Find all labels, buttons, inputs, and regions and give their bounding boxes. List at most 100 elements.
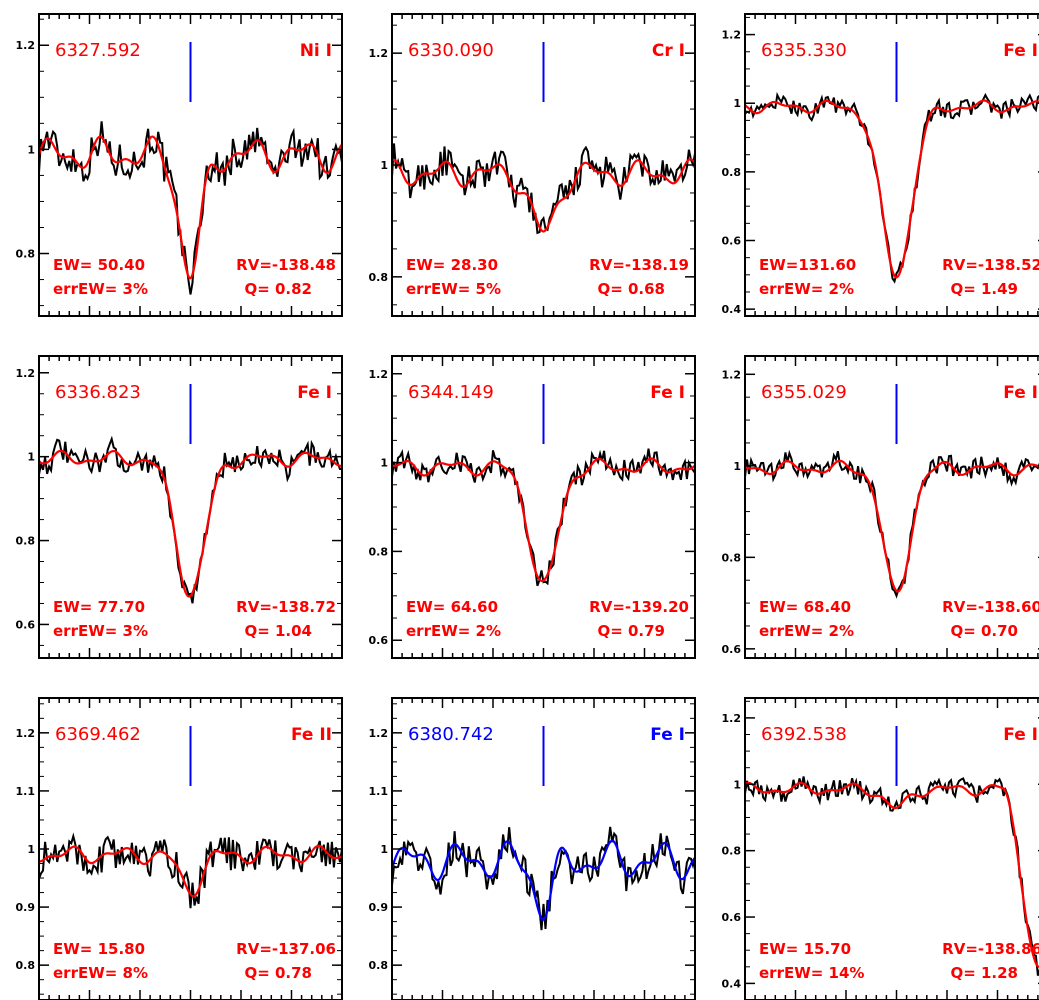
rv-label: RV=-138.52: [942, 256, 1039, 274]
observed-spectrum-line: [38, 435, 343, 604]
y-tick-label: 1.2: [16, 39, 36, 52]
y-tick-label: 1.1: [369, 785, 389, 798]
rv-label: RV=-138.72: [236, 598, 336, 616]
observed-spectrum-line: [391, 826, 696, 931]
spectrum-panel-6355.029: 0.6 0.8 1 1.2 6355.029 Fe I EW= 68.40 RV=-138.6…: [722, 355, 1039, 659]
spectrum-panel-6344.149: 0.6 0.8 1 1.2 6344.149 Fe I EW= 64.60 RV=-139.2…: [369, 355, 696, 659]
model-fit-line: [744, 781, 1039, 968]
y-tick-label: 1.1: [16, 785, 36, 798]
element-label: Fe I: [297, 383, 332, 403]
wavelength-label: 6392.538: [761, 724, 847, 745]
y-tick-label: 0.6: [722, 643, 742, 656]
rv-label: RV=-138.48: [236, 256, 336, 274]
y-tick-label: 0.6: [722, 911, 742, 924]
wavelength-label: 6330.090: [408, 40, 494, 61]
observed-spectrum-line: [38, 121, 343, 295]
y-tick-label: 1: [27, 843, 35, 856]
spectrum-panel-6335.330: 0.4 0.6 0.8 1 1.2 6335.330 Fe I EW=131.60 RV=-13…: [722, 13, 1039, 317]
y-tick-label: 0.6: [369, 634, 389, 647]
err-ew-label: errEW= 2%: [759, 280, 854, 298]
observed-spectrum-line: [391, 448, 696, 587]
q-label: Q= 1.49: [950, 280, 1018, 298]
y-tick-label: 1: [27, 143, 35, 156]
err-ew-label: errEW= 14%: [759, 964, 864, 982]
element-label: Fe I: [650, 383, 685, 403]
y-tick-label: 0.8: [722, 551, 742, 564]
model-fit-line: [38, 844, 343, 898]
ew-label: EW= 15.80: [53, 940, 145, 958]
wavelength-label: 6355.029: [761, 382, 847, 403]
y-tick-label: 0.4: [722, 977, 742, 990]
q-label: Q= 0.70: [950, 622, 1018, 640]
observed-spectrum-line: [391, 143, 696, 235]
model-fit-line: [744, 459, 1039, 593]
q-label: Q= 1.28: [950, 964, 1018, 982]
y-tick-label: 0.8: [16, 535, 36, 548]
y-tick-label: 1.2: [369, 47, 389, 60]
observed-spectrum-line: [744, 91, 1039, 284]
observed-spectrum-line: [38, 832, 343, 909]
element-label: Cr I: [652, 41, 685, 61]
err-ew-label: errEW= 3%: [53, 622, 148, 640]
q-label: Q= 0.82: [244, 280, 312, 298]
err-ew-label: errEW= 3%: [53, 280, 148, 298]
element-label: Fe I: [650, 725, 685, 745]
spectrum-panel-6327.592: 0.8 1 1.2 6327.592 Ni I EW= 50.40 RV=-138.48 er…: [16, 13, 343, 317]
spectrum-panel-6369.462: 0.8 0.9 1 1.1 1.2 6369.462 Fe II EW= 15.80 RV=-1…: [16, 697, 343, 1000]
model-fit-line: [391, 457, 696, 582]
spectrum-panel-6392.538: 0.4 0.6 0.8 1 1.2 6392.538 Fe I EW= 15.70 RV=-13…: [722, 697, 1039, 1000]
q-label: Q= 0.78: [244, 964, 312, 982]
spectrum-panel-6336.823: 0.6 0.8 1 1.2 6336.823 Fe I EW= 77.70 RV=-138.7…: [16, 355, 343, 659]
element-label: Ni I: [300, 41, 332, 61]
ew-label: EW=131.60: [759, 256, 856, 274]
wavelength-label: 6335.330: [761, 40, 847, 61]
err-ew-label: errEW= 2%: [406, 622, 501, 640]
element-label: Fe I: [1003, 725, 1038, 745]
element-label: Fe II: [291, 725, 332, 745]
model-fit-line: [38, 449, 343, 598]
q-label: Q= 1.04: [244, 622, 312, 640]
y-tick-label: 0.8: [369, 545, 389, 558]
rv-label: RV=-138.19: [589, 256, 689, 274]
y-tick-label: 1.2: [16, 727, 36, 740]
observed-spectrum-line: [744, 449, 1039, 599]
wavelength-label: 6327.592: [55, 40, 141, 61]
ew-label: EW= 64.60: [406, 598, 498, 616]
model-fit-line: [37, 135, 343, 280]
model-fit-line: [391, 158, 696, 233]
wavelength-label: 6380.742: [408, 724, 494, 745]
y-tick-label: 0.8: [722, 166, 742, 179]
element-label: Fe I: [1003, 383, 1038, 403]
y-tick-label: 1.2: [722, 29, 742, 42]
observed-spectrum-line: [744, 776, 1039, 976]
rv-label: RV=-138.60: [942, 598, 1039, 616]
q-label: Q= 0.79: [597, 622, 665, 640]
y-tick-label: 0.8: [16, 248, 36, 261]
spectrum-panel-6330.090: 0.8 1 1.2 6330.090 Cr I EW= 28.30 RV=-138.19 er…: [369, 13, 696, 317]
rv-label: RV=-139.20: [589, 598, 689, 616]
ew-label: EW= 77.70: [53, 598, 145, 616]
y-tick-label: 0.9: [369, 901, 389, 914]
y-tick-label: 0.8: [16, 959, 36, 972]
err-ew-label: errEW= 2%: [759, 622, 854, 640]
y-tick-label: 0.9: [16, 901, 36, 914]
y-tick-label: 1: [27, 451, 35, 464]
y-tick-label: 1.2: [722, 712, 742, 725]
y-tick-label: 1.2: [722, 368, 742, 381]
y-tick-label: 1: [733, 460, 741, 473]
y-tick-label: 1: [733, 97, 741, 110]
y-tick-label: 1: [733, 778, 741, 791]
y-tick-label: 1: [380, 843, 388, 856]
rv-label: RV=-138.86: [942, 940, 1039, 958]
rv-label: RV=-137.06: [236, 940, 336, 958]
y-tick-label: 1.2: [16, 367, 36, 380]
ew-label: EW= 28.30: [406, 256, 498, 274]
y-tick-label: 0.8: [369, 959, 389, 972]
y-tick-label: 0.6: [16, 618, 36, 631]
y-tick-label: 1: [380, 159, 388, 172]
wavelength-label: 6344.149: [408, 382, 494, 403]
y-tick-label: 0.8: [722, 845, 742, 858]
y-tick-label: 1: [380, 457, 388, 470]
ew-label: EW= 15.70: [759, 940, 851, 958]
